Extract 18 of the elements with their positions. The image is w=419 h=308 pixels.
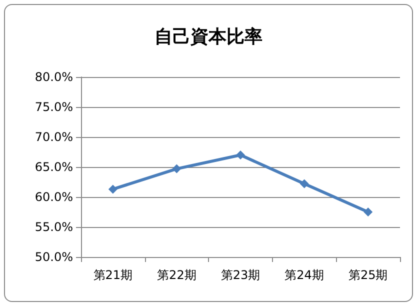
x-tick-label: 第24期 bbox=[284, 268, 324, 282]
point bbox=[364, 208, 373, 216]
point bbox=[108, 184, 118, 194]
x-tick-label: 第21期 bbox=[93, 268, 133, 282]
point bbox=[172, 164, 182, 174]
y-tick-label: 65.0% bbox=[34, 160, 73, 174]
x-tick-label: 第22期 bbox=[157, 268, 196, 282]
point bbox=[236, 150, 245, 160]
y-tick-label: 75.0% bbox=[34, 100, 73, 114]
chart-title: 自己資本比率 bbox=[154, 26, 262, 48]
point bbox=[300, 179, 309, 188]
y-tick-label: 55.0% bbox=[34, 220, 73, 234]
y-tick-label: 70.0% bbox=[34, 130, 73, 144]
y-tick-label: 60.0% bbox=[34, 190, 73, 204]
x-tick-label: 第23期 bbox=[220, 268, 260, 282]
x-tick-label: 第25期 bbox=[348, 268, 388, 282]
y-tick-label: 80.0% bbox=[34, 70, 73, 84]
y-tick-label: 50.0% bbox=[34, 250, 73, 264]
